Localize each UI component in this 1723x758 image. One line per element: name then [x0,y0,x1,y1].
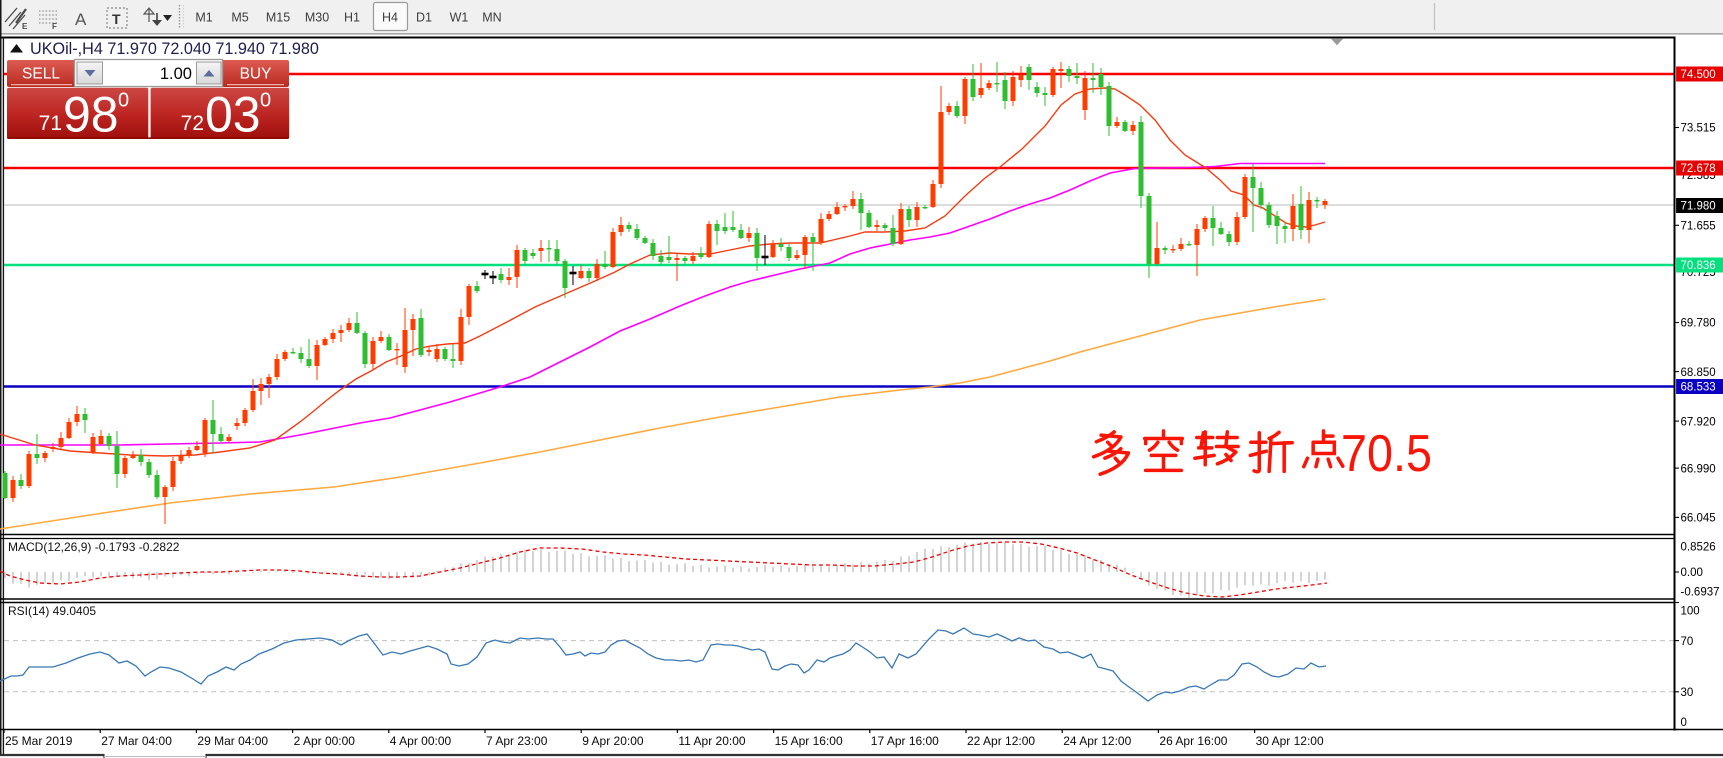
svg-text:0: 0 [1681,717,1687,729]
svg-text:M5: M5 [231,11,248,25]
svg-text:MN: MN [482,11,501,25]
svg-text:0: 0 [260,90,271,112]
svg-text:0.00: 0.00 [1681,567,1703,579]
svg-text:30 Apr 12:00: 30 Apr 12:00 [1256,734,1324,748]
svg-text:4 Apr 00:00: 4 Apr 00:00 [390,734,452,748]
svg-text:MACD(12,26,9) -0.1793 -0.2822: MACD(12,26,9) -0.1793 -0.2822 [8,540,180,554]
svg-text:UKOil-,H4 71.970 72.040 71.94: UKOil-,H4 71.970 72.040 71.940 71.980 [30,40,319,58]
svg-text:A: A [75,10,87,29]
svg-text:W1: W1 [450,11,469,25]
svg-text:69.780: 69.780 [1681,318,1716,330]
svg-text:70: 70 [1681,636,1694,648]
svg-text:D1: D1 [416,11,432,25]
svg-text:H1: H1 [344,11,360,25]
svg-text:98: 98 [63,87,119,143]
svg-text:30: 30 [1681,687,1694,699]
svg-text:E: E [22,22,28,31]
svg-text:H4: H4 [382,11,398,25]
svg-text:-0.6937: -0.6937 [1681,587,1720,599]
svg-text:9 Apr 20:00: 9 Apr 20:00 [582,734,644,748]
svg-text:1.00: 1.00 [160,65,192,83]
svg-text:0: 0 [118,90,129,112]
svg-text:74.500: 74.500 [1681,69,1716,81]
svg-text:RSI(14) 49.0405: RSI(14) 49.0405 [8,604,96,618]
svg-text:68.533: 68.533 [1681,382,1716,394]
svg-text:M1: M1 [195,11,212,25]
svg-text:71.655: 71.655 [1681,221,1716,233]
svg-text:73.515: 73.515 [1681,123,1716,135]
svg-text:15 Apr 16:00: 15 Apr 16:00 [775,734,843,748]
svg-text:2 Apr 00:00: 2 Apr 00:00 [294,734,356,748]
svg-text:SELL: SELL [22,66,60,83]
svg-text:M15: M15 [266,11,290,25]
svg-text:03: 03 [205,87,261,143]
svg-text:22 Apr 12:00: 22 Apr 12:00 [967,734,1035,748]
svg-text:72: 72 [181,112,204,135]
svg-text:70.836: 70.836 [1681,260,1716,272]
svg-text:0.8526: 0.8526 [1681,542,1716,554]
svg-text:66.990: 66.990 [1681,463,1716,475]
svg-text:BUY: BUY [240,66,272,83]
svg-text:F: F [52,22,57,31]
svg-text:66.045: 66.045 [1681,513,1716,525]
svg-text:24 Apr 12:00: 24 Apr 12:00 [1063,734,1131,748]
svg-text:11 Apr 20:00: 11 Apr 20:00 [678,734,745,748]
svg-text:T: T [112,11,121,27]
svg-text:72.678: 72.678 [1681,163,1716,175]
svg-text:68.850: 68.850 [1681,367,1716,379]
svg-text:70.5: 70.5 [1341,425,1432,483]
svg-text:67.920: 67.920 [1681,416,1716,428]
svg-text:26 Apr 16:00: 26 Apr 16:00 [1159,734,1227,748]
svg-text:100: 100 [1681,606,1700,618]
svg-text:17 Apr 16:00: 17 Apr 16:00 [871,734,939,748]
svg-text:7 Apr 23:00: 7 Apr 23:00 [486,734,548,748]
svg-text:25 Mar 2019: 25 Mar 2019 [5,734,73,748]
svg-text:71.980: 71.980 [1681,201,1716,213]
svg-text:M30: M30 [305,11,329,25]
svg-text:27 Mar 04:00: 27 Mar 04:00 [101,734,172,748]
svg-text:71: 71 [39,112,62,135]
svg-text:29 Mar 04:00: 29 Mar 04:00 [197,734,268,748]
